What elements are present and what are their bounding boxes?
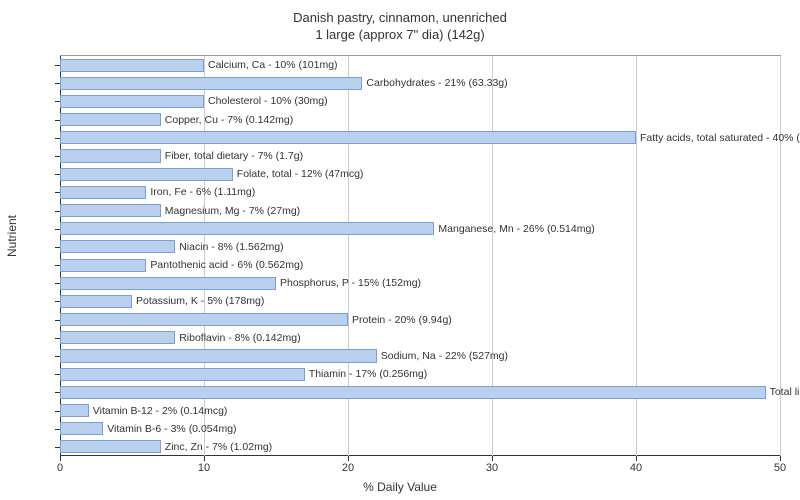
bar: [60, 204, 161, 217]
bar: [60, 59, 204, 72]
bar: [60, 113, 161, 126]
x-tick-label: 0: [57, 462, 63, 474]
bar-label: Niacin - 8% (1.562mg): [179, 242, 283, 253]
bar: [60, 168, 233, 181]
bar: [60, 240, 175, 253]
bar: [60, 422, 103, 435]
x-tick: [636, 456, 637, 461]
y-tick: [55, 265, 60, 266]
bar: [60, 259, 146, 272]
y-tick: [55, 138, 60, 139]
x-tick: [492, 456, 493, 461]
bar-label: Potassium, K - 5% (178mg): [136, 296, 264, 307]
title-line-1: Danish pastry, cinnamon, unenriched: [293, 10, 507, 25]
y-tick: [55, 229, 60, 230]
bar: [60, 349, 377, 362]
bar: [60, 295, 132, 308]
x-tick-label: 30: [486, 462, 498, 474]
bar-label: Sodium, Na - 22% (527mg): [381, 351, 508, 362]
bar-label: Total lipid (fat) - 49% (31.81g): [770, 387, 800, 398]
bar-label: Fatty acids, total saturated - 40% (8.06…: [640, 133, 800, 144]
y-tick: [55, 374, 60, 375]
bar: [60, 386, 766, 399]
x-tick-label: 10: [198, 462, 210, 474]
bar-label: Carbohydrates - 21% (63.33g): [366, 78, 507, 89]
y-tick: [55, 156, 60, 157]
y-tick: [55, 65, 60, 66]
bar: [60, 277, 276, 290]
y-tick: [55, 120, 60, 121]
y-tick: [55, 429, 60, 430]
y-tick: [55, 192, 60, 193]
y-tick: [55, 320, 60, 321]
bar-label: Copper, Cu - 7% (0.142mg): [165, 115, 293, 126]
bar-label: Thiamin - 17% (0.256mg): [309, 369, 427, 380]
bar: [60, 404, 89, 417]
x-tick: [348, 456, 349, 461]
bar-label: Cholesterol - 10% (30mg): [208, 96, 328, 107]
bar-label: Vitamin B-6 - 3% (0.054mg): [107, 424, 236, 435]
x-tick: [60, 456, 61, 461]
bar: [60, 186, 146, 199]
plot-area: 01020304050Calcium, Ca - 10% (101mg)Carb…: [60, 55, 781, 456]
bar-label: Fiber, total dietary - 7% (1.7g): [165, 151, 303, 162]
bar-label: Pantothenic acid - 6% (0.562mg): [150, 260, 303, 271]
y-tick: [55, 356, 60, 357]
y-tick: [55, 283, 60, 284]
bar-label: Protein - 20% (9.94g): [352, 315, 452, 326]
x-tick-label: 40: [630, 462, 642, 474]
bar: [60, 95, 204, 108]
chart-container: Danish pastry, cinnamon, unenriched 1 la…: [0, 0, 800, 500]
x-tick-label: 20: [342, 462, 354, 474]
chart-title: Danish pastry, cinnamon, unenriched 1 la…: [0, 0, 800, 44]
bar: [60, 331, 175, 344]
x-tick-label: 50: [774, 462, 786, 474]
bar-label: Manganese, Mn - 26% (0.514mg): [438, 224, 594, 235]
bar-label: Folate, total - 12% (47mcg): [237, 169, 364, 180]
y-tick: [55, 447, 60, 448]
y-tick: [55, 211, 60, 212]
bar: [60, 131, 636, 144]
bar-label: Riboflavin - 8% (0.142mg): [179, 333, 300, 344]
title-line-2: 1 large (approx 7" dia) (142g): [315, 27, 484, 42]
y-tick: [55, 411, 60, 412]
x-tick: [780, 456, 781, 461]
bar-label: Vitamin B-12 - 2% (0.14mcg): [93, 406, 228, 417]
y-tick: [55, 83, 60, 84]
x-axis-label: % Daily Value: [363, 480, 437, 494]
bar-label: Magnesium, Mg - 7% (27mg): [165, 206, 300, 217]
bar: [60, 222, 434, 235]
y-tick: [55, 392, 60, 393]
y-axis-label: Nutrient: [5, 215, 19, 257]
bar: [60, 440, 161, 453]
y-tick: [55, 101, 60, 102]
bar-label: Iron, Fe - 6% (1.11mg): [150, 187, 255, 198]
y-tick: [55, 247, 60, 248]
x-tick: [204, 456, 205, 461]
bar-label: Zinc, Zn - 7% (1.02mg): [165, 442, 272, 453]
bar-label: Calcium, Ca - 10% (101mg): [208, 60, 338, 71]
bar: [60, 368, 305, 381]
x-axis-line: [60, 455, 780, 456]
bar: [60, 313, 348, 326]
y-tick: [55, 174, 60, 175]
bar: [60, 149, 161, 162]
y-tick: [55, 338, 60, 339]
bar: [60, 77, 362, 90]
bar-label: Phosphorus, P - 15% (152mg): [280, 278, 421, 289]
y-tick: [55, 301, 60, 302]
